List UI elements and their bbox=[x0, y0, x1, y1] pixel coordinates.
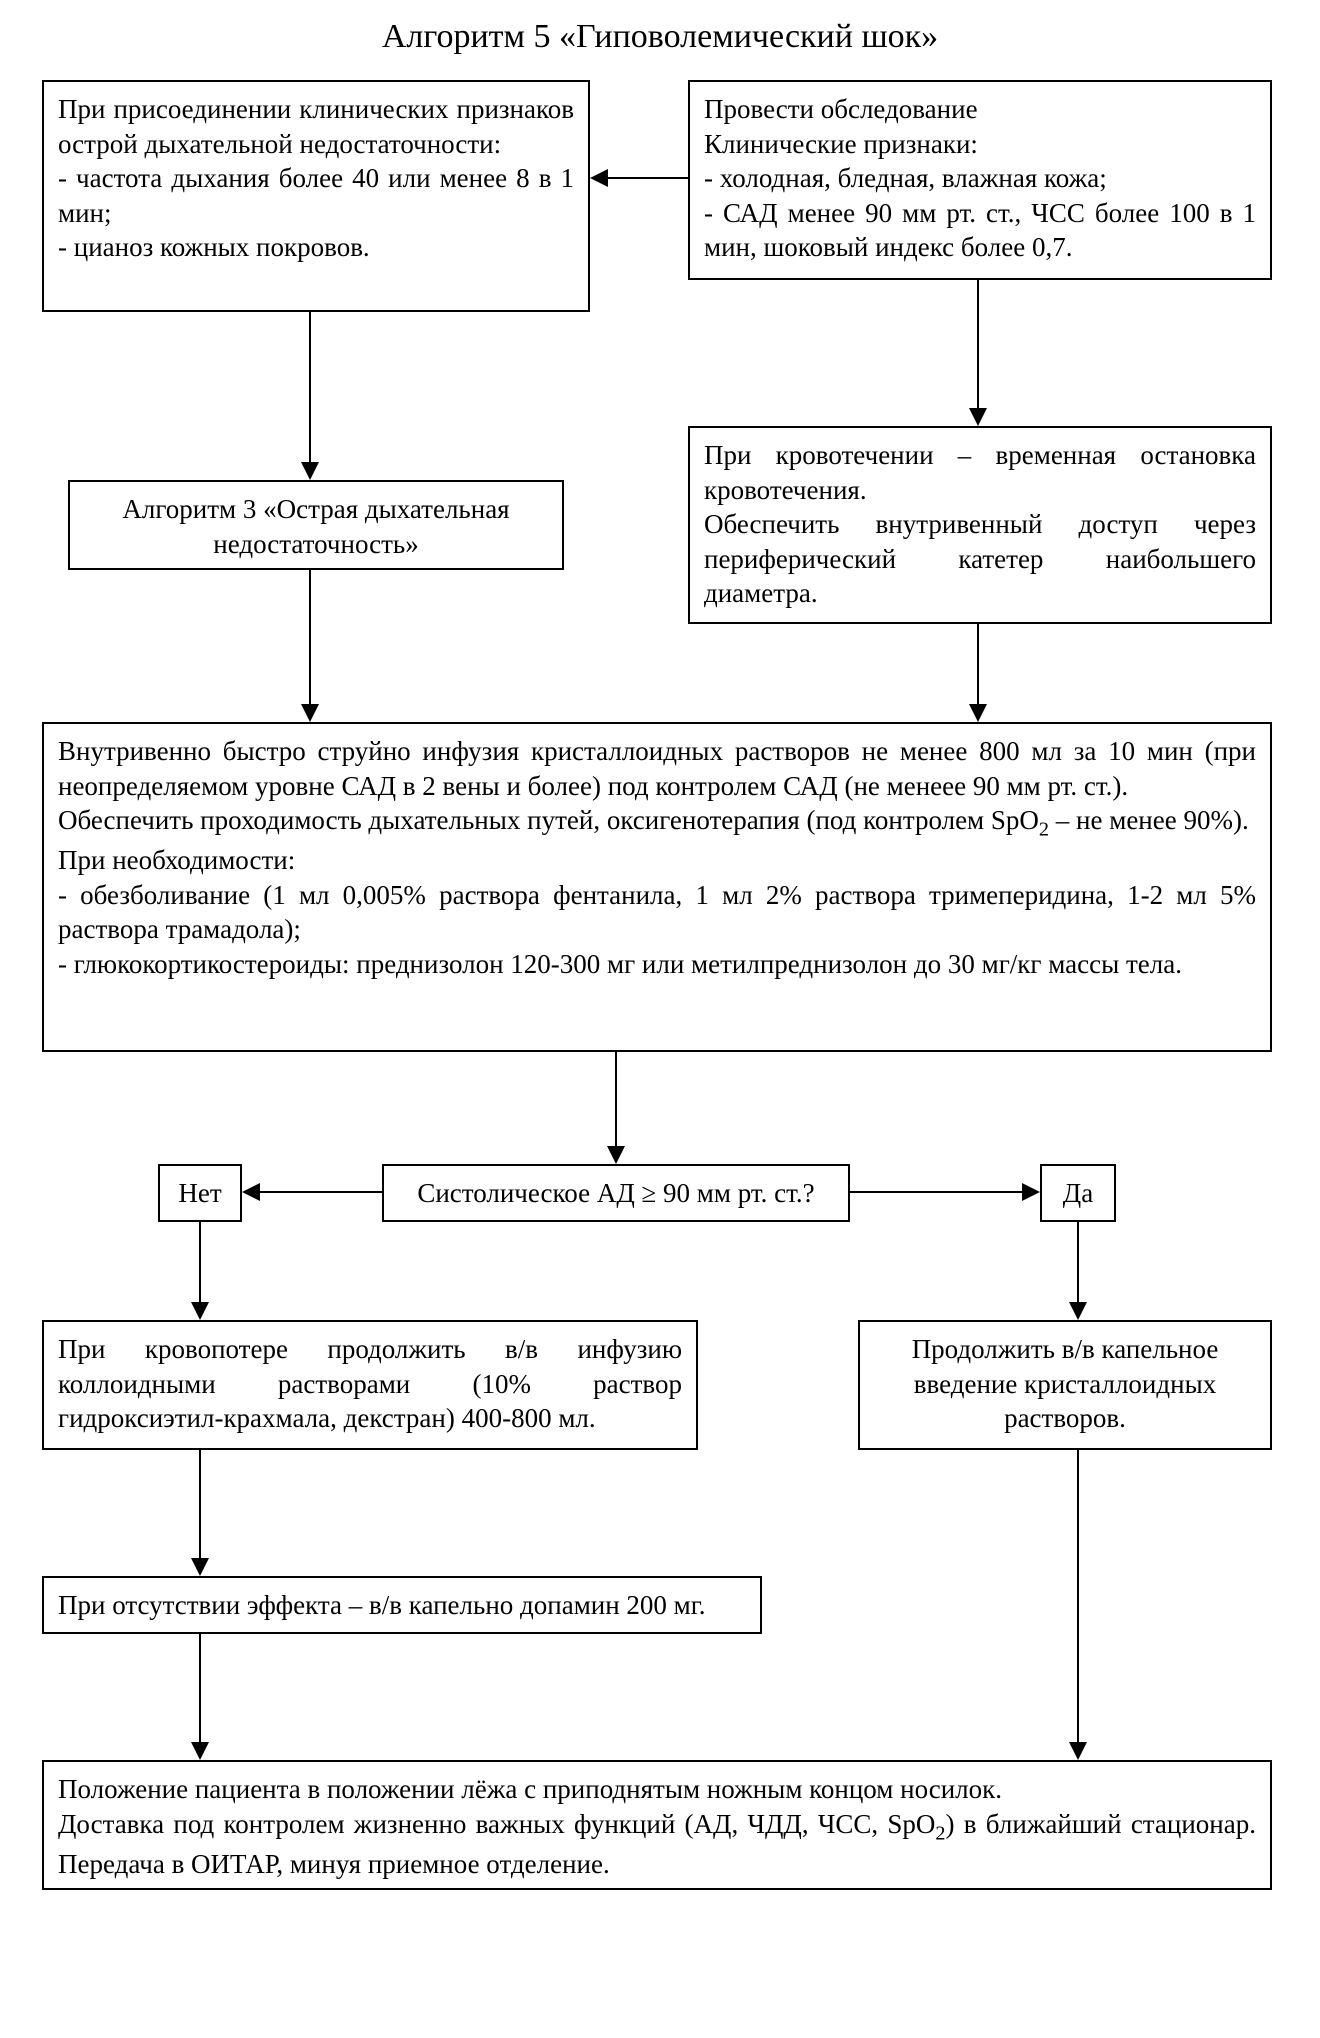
flow-node-n_colloid: При кровопотере продолжить в/в инфузию к… bbox=[42, 1320, 698, 1450]
arrow-head-icon bbox=[1022, 1183, 1040, 1201]
flow-node-n_question: Систолическое АД ≥ 90 мм рт. ст.? bbox=[382, 1164, 850, 1222]
flow-edge bbox=[977, 280, 979, 408]
flow-node-n_right_top: Провести обследованиеКлинические признак… bbox=[688, 80, 1272, 280]
flow-edge bbox=[309, 570, 311, 704]
arrow-head-icon bbox=[301, 704, 319, 722]
flow-edge bbox=[615, 1052, 617, 1146]
arrow-head-icon bbox=[191, 1558, 209, 1576]
flow-node-n_left_top: При присоединении клинических признаков … bbox=[42, 80, 590, 312]
arrow-head-icon bbox=[191, 1742, 209, 1760]
flow-node-n_final: Положение пациента в положении лёжа с пр… bbox=[42, 1760, 1272, 1890]
flow-edge bbox=[199, 1222, 201, 1302]
flow-edge bbox=[199, 1634, 201, 1742]
flow-node-n_no: Нет bbox=[158, 1164, 242, 1222]
arrow-head-icon bbox=[242, 1183, 260, 1201]
flow-edge bbox=[977, 624, 979, 704]
flow-node-n_algo3: Алгоритм 3 «Острая дыхательная недостато… bbox=[68, 480, 564, 570]
flow-edge bbox=[1077, 1222, 1079, 1302]
arrow-head-icon bbox=[590, 169, 608, 187]
flow-edge bbox=[309, 312, 311, 462]
flow-node-n_dopamine: При отсутствии эффекта – в/в капельно до… bbox=[42, 1576, 762, 1634]
flow-edge bbox=[260, 1191, 382, 1193]
flow-node-n_infuse: Внутривенно быстро струйно инфузия крист… bbox=[42, 722, 1272, 1052]
flow-edge bbox=[1077, 1450, 1079, 1742]
arrow-head-icon bbox=[1069, 1302, 1087, 1320]
flow-edge bbox=[199, 1450, 201, 1558]
flow-node-n_yes: Да bbox=[1040, 1164, 1116, 1222]
arrow-head-icon bbox=[301, 462, 319, 480]
page-title: Алгоритм 5 «Гиповолемический шок» bbox=[0, 18, 1320, 56]
arrow-head-icon bbox=[1069, 1742, 1087, 1760]
flow-edge bbox=[608, 177, 688, 179]
flow-node-n_crystal: Продолжить в/в капельное введение криста… bbox=[858, 1320, 1272, 1450]
arrow-head-icon bbox=[607, 1146, 625, 1164]
arrow-head-icon bbox=[969, 408, 987, 426]
flow-node-n_bleed: При кровотечении – временная остановка к… bbox=[688, 426, 1272, 624]
arrow-head-icon bbox=[969, 704, 987, 722]
flow-edge bbox=[850, 1191, 1022, 1193]
arrow-head-icon bbox=[191, 1302, 209, 1320]
